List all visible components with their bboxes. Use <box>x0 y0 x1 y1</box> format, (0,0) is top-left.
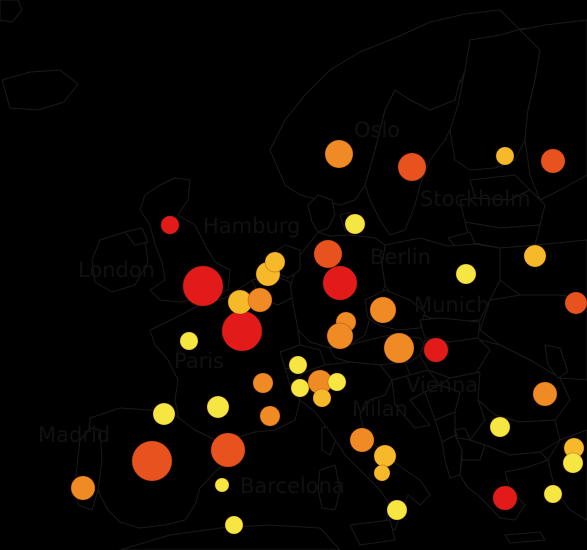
city-bubble <box>543 484 563 504</box>
label-london: London <box>78 258 155 282</box>
country-iceland <box>0 0 23 23</box>
country-denmark <box>307 194 336 233</box>
city-bubble <box>224 515 244 535</box>
city-bubble <box>562 452 584 474</box>
city-bubble <box>540 148 566 174</box>
city-bubble <box>322 265 358 301</box>
city-bubble <box>495 146 515 166</box>
country-sicily <box>349 519 396 546</box>
city-bubble <box>247 287 273 313</box>
label-madrid: Madrid <box>38 423 110 447</box>
country-sardinia <box>317 464 341 511</box>
label-layer: Oslo Stockholm Hamburg Berlin London Mun… <box>38 118 531 498</box>
city-bubble <box>152 402 176 426</box>
label-milan: Milan <box>352 397 408 421</box>
city-bubble <box>455 263 477 285</box>
city-bubble <box>264 251 286 273</box>
label-munich: Munich <box>414 293 489 317</box>
country-moldova <box>544 344 569 379</box>
city-bubble <box>349 427 375 453</box>
bubble-layer <box>70 139 587 535</box>
city-bubble <box>131 440 173 482</box>
city-bubble <box>423 337 449 363</box>
label-berlin: Berlin <box>370 245 431 269</box>
city-bubble <box>373 444 397 468</box>
country-russia <box>519 19 587 201</box>
city-bubble <box>383 332 415 364</box>
city-bubble <box>160 215 180 235</box>
country-north-africa <box>119 524 341 550</box>
city-bubble <box>210 432 246 468</box>
island-north <box>1 69 79 111</box>
label-stockholm: Stockholm <box>420 187 531 211</box>
label-hamburg: Hamburg <box>203 214 300 238</box>
city-bubble <box>492 485 518 511</box>
city-bubble <box>214 477 230 493</box>
city-bubble <box>182 265 224 307</box>
city-bubble <box>386 499 408 521</box>
country-slovakia <box>419 317 481 343</box>
city-bubble <box>206 395 230 419</box>
country-crete <box>504 531 546 544</box>
city-bubble <box>312 388 332 408</box>
city-bubble <box>313 239 343 269</box>
city-bubble <box>397 152 427 182</box>
city-bubble <box>252 372 274 394</box>
city-bubble <box>259 405 281 427</box>
city-bubble <box>324 139 354 169</box>
country-northern-ireland <box>124 227 149 246</box>
country-croatia <box>391 369 441 429</box>
label-barcelona: Barcelona <box>240 474 345 498</box>
city-bubble <box>327 372 347 392</box>
city-bubble <box>532 381 558 407</box>
city-bubble <box>373 464 391 482</box>
city-bubble <box>523 244 547 268</box>
city-bubble <box>221 310 263 352</box>
city-bubble <box>344 213 366 235</box>
city-bubble <box>369 296 397 324</box>
city-bubble <box>326 322 354 350</box>
city-bubble <box>290 378 310 398</box>
city-bubble <box>564 291 587 315</box>
city-bubble <box>70 475 96 501</box>
country-greece <box>459 444 549 521</box>
label-vienna: Vienna <box>406 373 478 397</box>
city-bubble <box>179 331 199 351</box>
label-oslo: Oslo <box>354 118 400 142</box>
label-paris: Paris <box>174 349 224 373</box>
city-bubble <box>288 355 308 375</box>
city-bubble <box>489 416 511 438</box>
